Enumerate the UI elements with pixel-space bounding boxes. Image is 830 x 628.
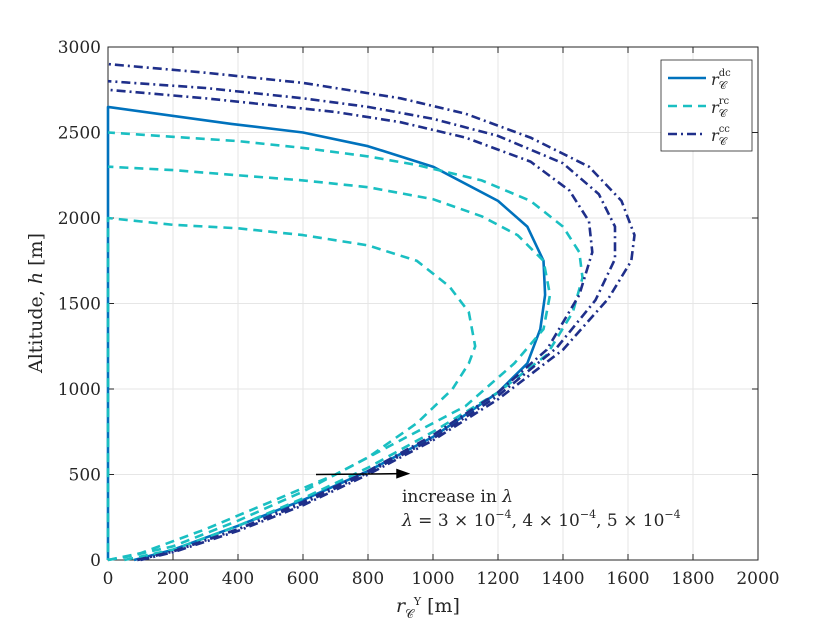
x-tick-label: 0 [103,569,114,589]
annotation-line-2: λ = 3 × 10−4, 4 × 10−4, 5 × 10−4 [401,508,681,531]
grid [107,46,759,561]
y-tick-label: 500 [69,466,101,486]
x-axis-label: r𝒞Y [m] [396,595,460,621]
x-tick-label: 2000 [736,569,779,589]
legend-label-dc: r𝒞dc [711,68,731,92]
x-tick-label: 1600 [606,569,649,589]
series-line-6 [107,79,617,562]
series-line-4 [107,131,584,562]
legend: r𝒞dc r𝒞rc r𝒞cc [660,59,753,152]
y-tick-label: 2500 [58,124,101,144]
annotation-arrow [315,472,401,476]
y-tick-label: 1000 [58,380,101,400]
x-axis: 0 200 400 600 800 1000 1200 1400 1600 1800 2000 [103,47,780,589]
legend-label-cc: r𝒞cc [711,124,730,148]
x-tick-label: 200 [157,569,189,589]
y-tick-label: 3000 [58,38,101,58]
annotation-line-1: increase in λ [402,487,513,507]
legend-label-rc: r𝒞rc [711,96,729,120]
x-tick-label: 800 [352,569,384,589]
series-line-1 [106,105,547,562]
x-tick-label: 600 [287,569,319,589]
x-tick-label: 1800 [671,569,714,589]
series-line-3 [107,165,552,562]
x-tick-label: 1200 [476,569,519,589]
annotation: increase in λ λ = 3 × 10−4, 4 × 10−4, 5 … [315,468,681,531]
x-tick-label: 400 [222,569,254,589]
series-line-2 [106,216,477,562]
y-tick-label: 1500 [58,295,101,315]
series-lines [106,62,636,562]
x-tick-label: 1000 [411,569,454,589]
series-line-7 [107,62,636,562]
y-tick-label: 2000 [58,209,101,229]
annotation-arrowhead [396,468,411,479]
y-axis-label: Altitude, h [m] [25,233,47,374]
x-tick-label: 1400 [541,569,584,589]
series-line-5 [107,88,594,562]
y-axis: 0 500 1000 1500 2000 2500 3000 [58,38,758,571]
y-tick-label: 0 [90,551,101,571]
